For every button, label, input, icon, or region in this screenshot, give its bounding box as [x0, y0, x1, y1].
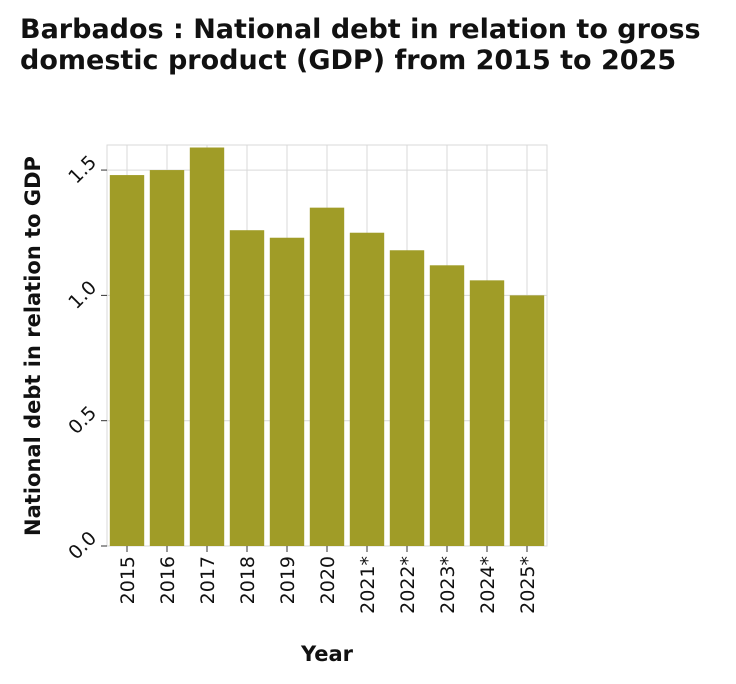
bar — [269, 237, 305, 546]
x-tick-label: 2022* — [397, 556, 419, 614]
y-axis-label: National debt in relation to GDP — [21, 156, 45, 536]
x-tick-label: 2017 — [197, 556, 219, 604]
x-tick-label: 2016 — [157, 556, 179, 604]
x-tick-label: 2023* — [437, 556, 459, 614]
bar — [349, 232, 385, 546]
x-tick-label: 2020 — [317, 556, 339, 604]
y-tick-label: 1.5 — [64, 151, 101, 188]
bar — [149, 170, 185, 546]
y-tick-label: 1.0 — [64, 277, 101, 314]
y-tick-label: 0.0 — [64, 527, 101, 564]
x-tick-label: 2024* — [477, 556, 499, 614]
x-tick-label: 2025* — [517, 556, 539, 614]
bar — [389, 250, 425, 546]
bar — [429, 265, 465, 546]
bar — [229, 230, 265, 546]
axes: 0.0 0.5 1.0 1.5 2015 2016 2017 2018 2019 2020 2021… — [64, 151, 539, 614]
bar — [309, 207, 345, 546]
y-tick-label: 0.5 — [64, 402, 101, 439]
bar — [509, 295, 545, 546]
bars — [109, 147, 545, 546]
x-axis-label: Year — [300, 642, 354, 666]
bar — [189, 147, 225, 546]
x-tick-label: 2019 — [277, 556, 299, 604]
x-tick-label: 2021* — [357, 556, 379, 614]
chart-title: Barbados : National debt in relation to … — [20, 14, 701, 76]
x-tick-label: 2015 — [117, 556, 139, 604]
bar — [469, 280, 505, 546]
bar — [109, 175, 145, 546]
x-tick-label: 2018 — [237, 556, 259, 604]
